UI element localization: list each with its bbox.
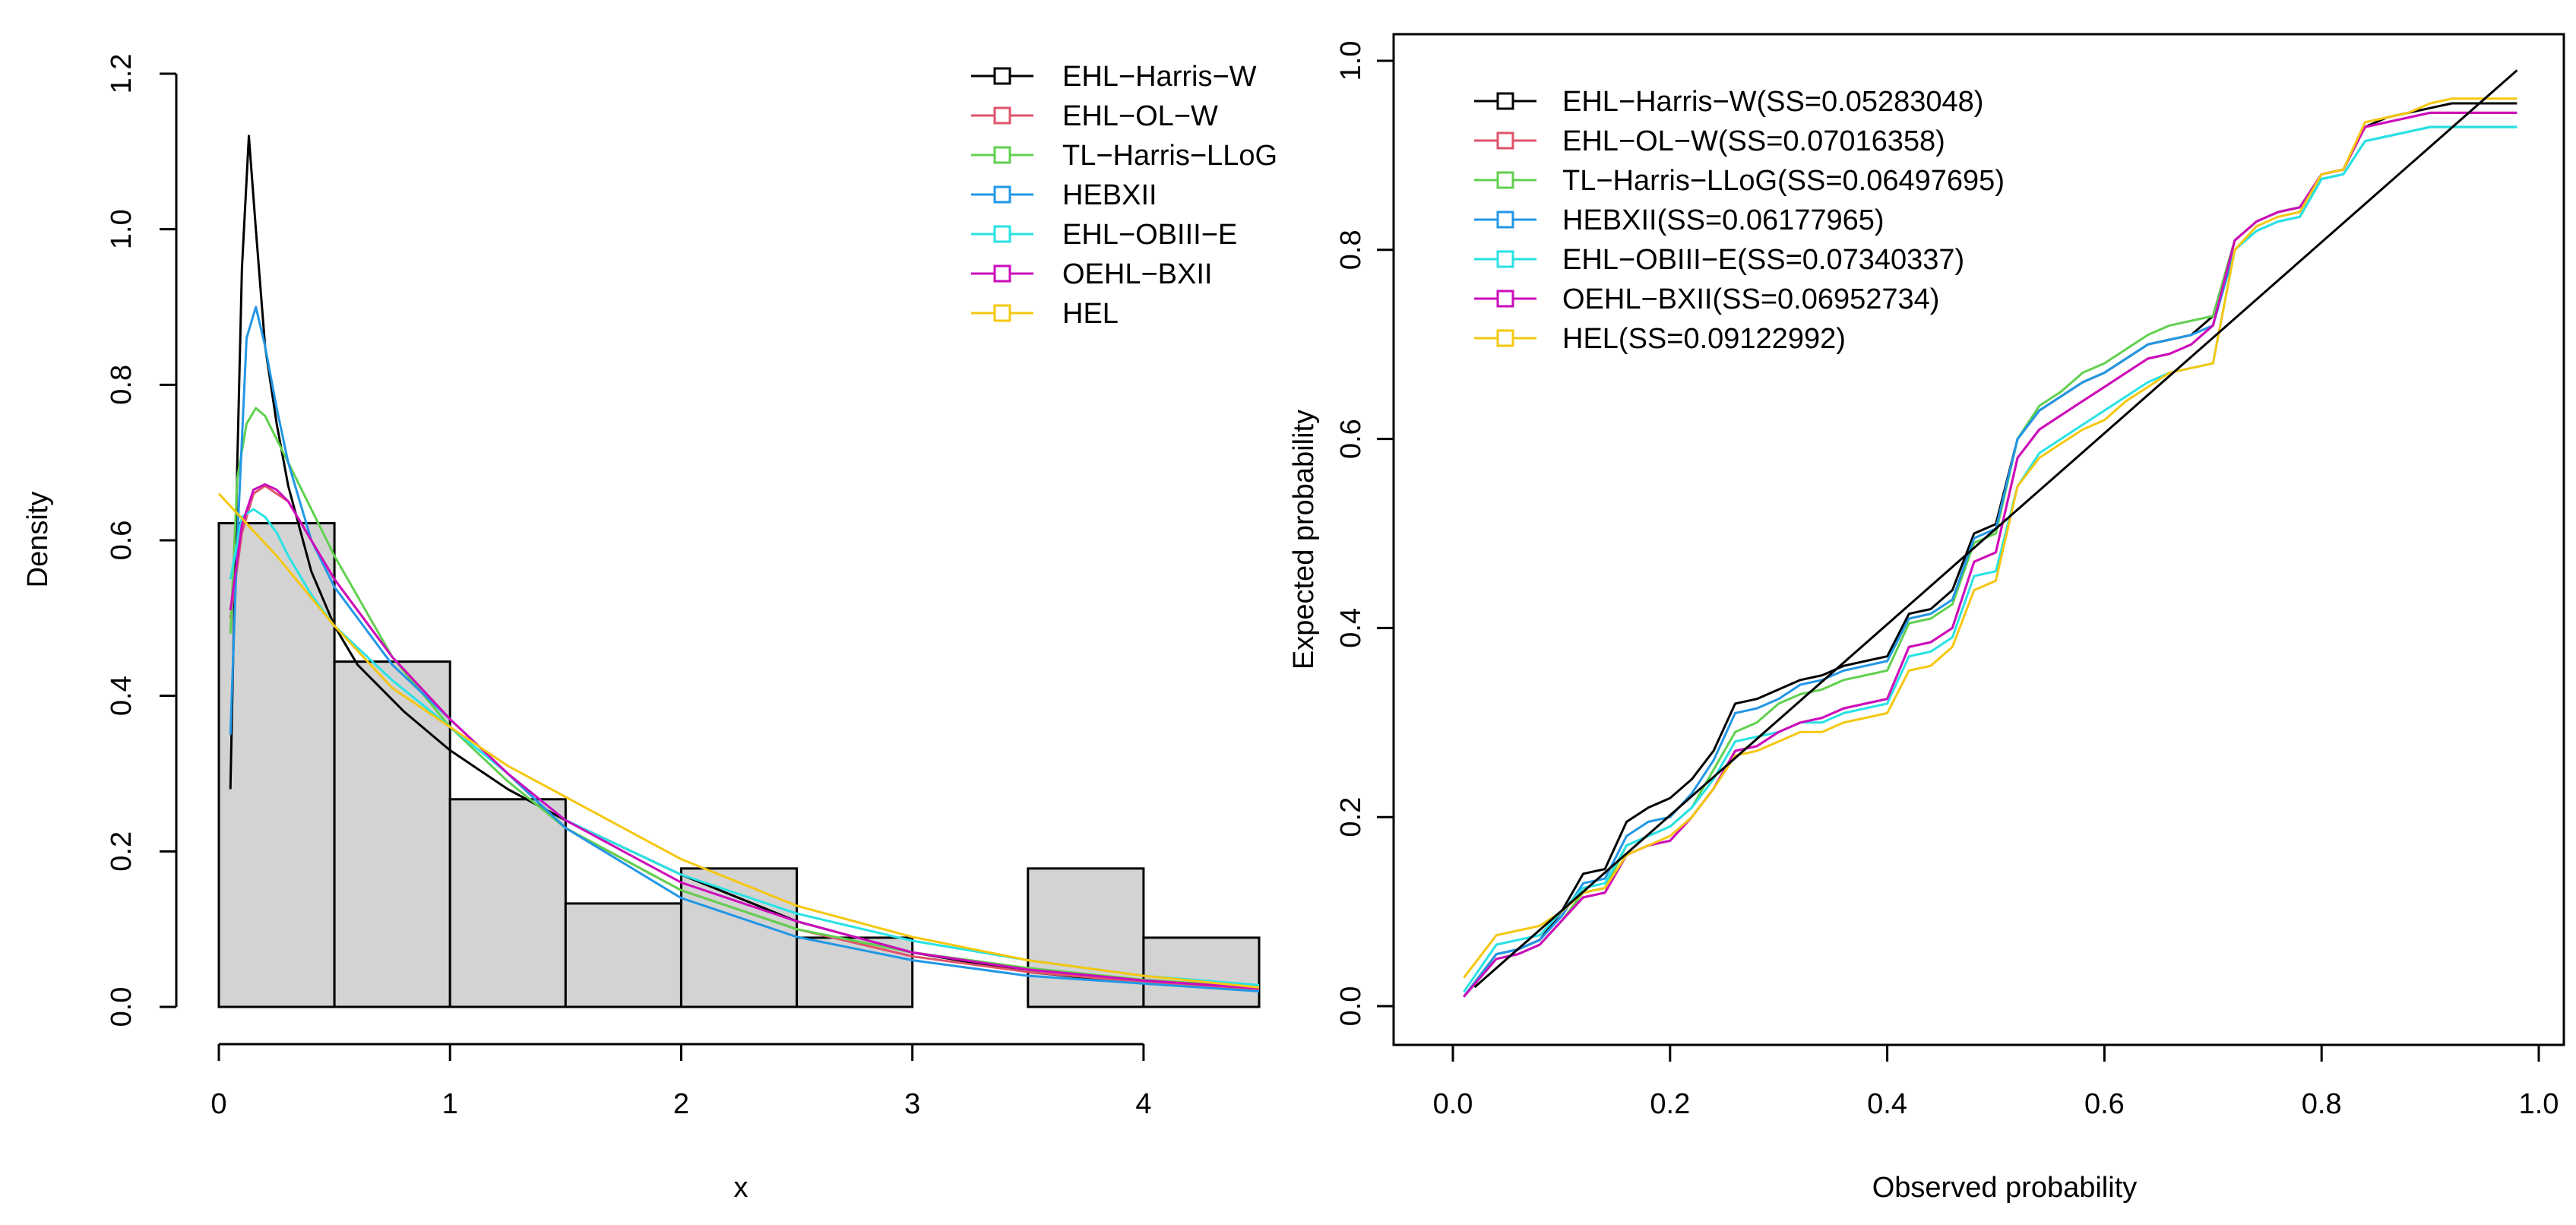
pp-legend-label-2: TL−Harris−LLoG(SS=0.06497695) <box>1562 165 2005 197</box>
pp-x-tick-label-3: 0.6 <box>2084 1088 2125 1120</box>
histogram-legend-label-3: HEBXII <box>1062 179 1157 211</box>
histogram-legend-label-0: EHL−Harris−W <box>1062 61 1257 93</box>
pp-legend-marker-0 <box>1496 92 1514 110</box>
histogram-y-tick-label-0: 0.0 <box>106 987 138 1027</box>
pp-x-tick-label-1: 0.2 <box>1650 1088 1690 1120</box>
histogram-x-tick-label-0: 0 <box>210 1088 226 1120</box>
pp-legend-marker-5 <box>1496 290 1514 308</box>
pp-y-tick-label-4: 0.8 <box>1335 229 1367 270</box>
density-curve-4 <box>229 508 1260 986</box>
histogram-legend-marker-6 <box>993 304 1011 322</box>
histogram-y-tick-label-1: 0.2 <box>106 831 138 872</box>
histogram-legend-marker-5 <box>993 264 1011 283</box>
pp-legend-label-4: EHL−OBIII−E(SS=0.07340337) <box>1562 244 1964 276</box>
histogram-legend-marker-1 <box>993 106 1011 125</box>
histogram-legend-marker-0 <box>993 67 1011 85</box>
pp-legend-label-0: EHL−Harris−W(SS=0.05283048) <box>1562 86 1983 118</box>
pp-legend-label-3: HEBXII(SS=0.06177965) <box>1562 204 1885 236</box>
histogram-legend-label-2: TL−Harris−LLoG <box>1062 140 1277 172</box>
histogram-legend: EHL−Harris−W EHL−OL−W TL−Harris−LLoG HEBXII… <box>971 46 1392 350</box>
pp-x-tick-label-5: 1.0 <box>2519 1088 2559 1120</box>
pp-legend-marker-4 <box>1496 250 1514 268</box>
pp-y-axis-label: Expected probability <box>1288 410 1320 669</box>
pp-legend-label-5: OEHL−BXII(SS=0.06952734) <box>1562 283 1939 315</box>
histogram-x-tick-label-4: 4 <box>1135 1088 1151 1120</box>
pp-y-tick-label-1: 0.2 <box>1335 797 1367 837</box>
pp-series-line-4 <box>1463 125 2517 993</box>
pp-plot-legend: EHL−Harris−W(SS=0.05283048) EHL−OL−W(SS=0… <box>1474 86 2005 355</box>
density-histogram-panel: 0 1 2 3 4 0.0 0.2 0.4 0.6 0.8 1.0 1.2 x Density EHL… <box>22 46 1392 1204</box>
histogram-bar-4 <box>679 867 799 1008</box>
histogram-legend-marker-2 <box>993 146 1011 164</box>
pp-plot-panel: 0.0 0.2 0.4 0.6 0.8 1.0 0.0 0.2 0.4 0.6 0.8 1.0 Obs… <box>1288 33 2565 1204</box>
histogram-legend-label-1: EHL−OL−W <box>1062 100 1218 132</box>
pp-legend-marker-3 <box>1496 210 1514 229</box>
pp-series-line-6 <box>1463 97 2517 979</box>
histogram-legend-marker-3 <box>993 185 1011 204</box>
pp-plot-frame <box>1392 33 2565 1046</box>
pp-legend-marker-6 <box>1496 329 1514 347</box>
histogram-legend-label-6: HEL <box>1062 298 1119 330</box>
density-curve-3 <box>229 305 1260 992</box>
histogram-bar-8 <box>1142 936 1261 1008</box>
pp-legend-label-1: EHL−OL−W(SS=0.07016358) <box>1562 125 1945 157</box>
histogram-y-tick-label-6: 1.2 <box>106 54 138 94</box>
pp-y-tick-label-2: 0.4 <box>1335 608 1367 648</box>
histogram-bar-7 <box>1027 867 1145 1008</box>
pp-legend-label-6: HEL(SS=0.09122992) <box>1562 323 1846 355</box>
density-curve-5 <box>229 483 1260 989</box>
histogram-legend-clip-mask <box>1301 46 1392 350</box>
pp-y-tick-label-3: 0.6 <box>1335 419 1367 459</box>
histogram-bar-3 <box>564 902 682 1008</box>
histogram-legend-label-4: EHL−OBIII−E <box>1062 219 1237 251</box>
histogram-bar-1 <box>333 660 451 1008</box>
histogram-axes: 0 1 2 3 4 0.0 0.2 0.4 0.6 0.8 1.0 1.2 <box>106 54 1151 1120</box>
pp-reference-line <box>1473 69 2518 989</box>
histogram-x-tick-label-3: 3 <box>904 1088 920 1120</box>
histogram-bar-2 <box>448 798 567 1008</box>
histogram-legend-marker-4 <box>993 225 1011 243</box>
histogram-legend-label-5: OEHL−BXII <box>1062 258 1212 290</box>
histogram-y-tick-label-5: 1.0 <box>106 209 138 249</box>
pp-legend-marker-2 <box>1496 171 1514 189</box>
pp-x-tick-label-4: 0.8 <box>2302 1088 2342 1120</box>
pp-x-axis-label: Observed probability <box>1872 1172 2138 1204</box>
density-curve-6 <box>217 492 1260 989</box>
pp-plot-axes: 0.0 0.2 0.4 0.6 0.8 1.0 0.0 0.2 0.4 0.6 0.8 1.0 <box>1335 41 2559 1120</box>
density-curves <box>217 135 1260 992</box>
pp-y-tick-label-0: 0.0 <box>1335 986 1367 1027</box>
histogram-y-tick-label-2: 0.4 <box>106 676 138 716</box>
histogram-y-tick-label-3: 0.6 <box>106 521 138 561</box>
pp-y-tick-label-5: 1.0 <box>1335 41 1367 81</box>
pp-x-tick-label-0: 0.0 <box>1433 1088 1473 1120</box>
histogram-y-tick-label-4: 0.8 <box>106 365 138 405</box>
pp-x-tick-label-2: 0.4 <box>1867 1088 1907 1120</box>
pp-legend-marker-1 <box>1496 131 1514 150</box>
histogram-x-tick-label-2: 2 <box>673 1088 689 1120</box>
histogram-x-axis-label: x <box>734 1172 748 1204</box>
histogram-y-axis-label: Density <box>22 492 54 588</box>
histogram-x-tick-label-1: 1 <box>442 1088 458 1120</box>
